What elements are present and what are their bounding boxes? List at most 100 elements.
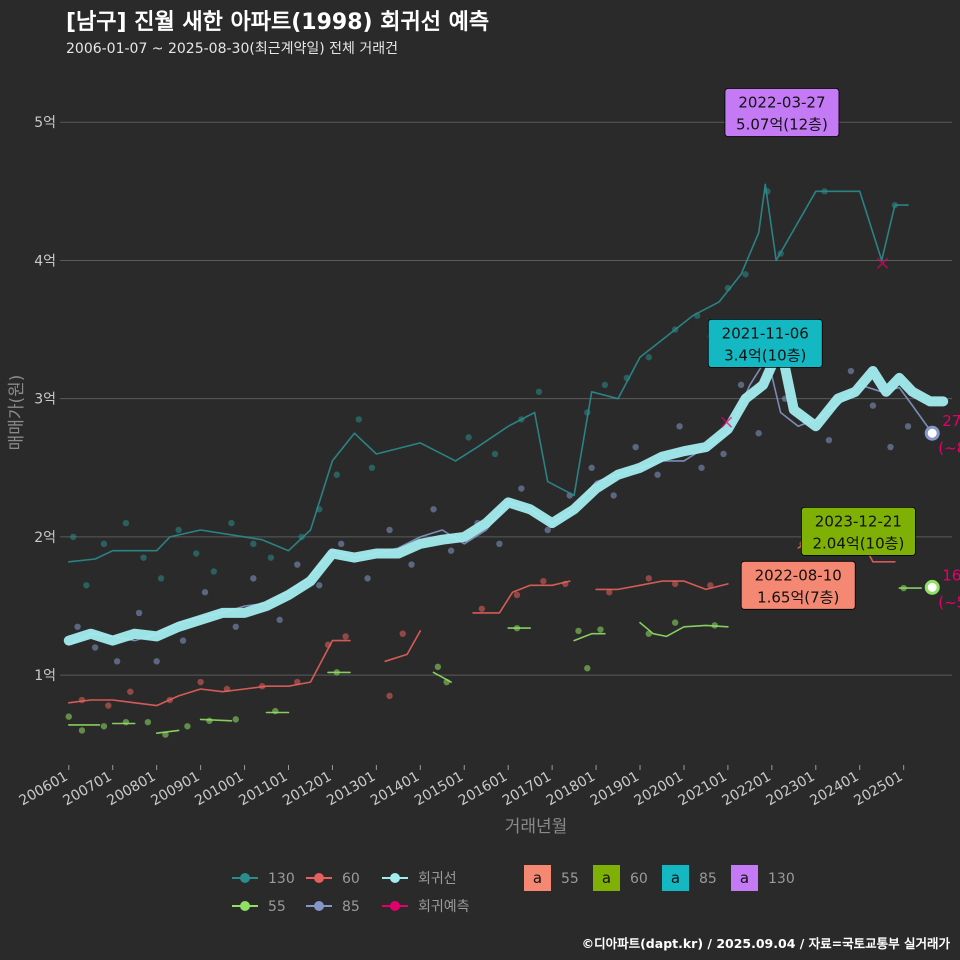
scatter-point-s60	[342, 633, 349, 640]
x-tick-label: 202201	[720, 769, 774, 810]
scatter-point-s130	[368, 464, 376, 471]
legend-dot-regression	[390, 873, 400, 883]
endpoint-area-label: (~55㎡)	[938, 593, 960, 611]
annotation-date: 2022-03-27	[738, 94, 825, 112]
y-tick-label: 3억	[34, 392, 56, 408]
legend-dot-s55	[240, 901, 250, 911]
scatter-point-s130	[140, 554, 147, 561]
x-tick-label: 201301	[324, 769, 378, 810]
scatter-point-s130	[742, 271, 749, 278]
scatter-point-s55	[272, 707, 279, 715]
x-tick-label: 201801	[544, 769, 598, 810]
x-tick-label: 202401	[807, 769, 861, 810]
scatter-point-s60	[399, 630, 406, 637]
y-tick-label: 5억	[34, 115, 56, 131]
annotation-box	[724, 88, 840, 137]
scatter-point-s85	[232, 623, 239, 630]
annotation-date: 2021-11-06	[722, 324, 809, 342]
endpoint-price-label: 27,500	[942, 412, 960, 430]
x-tick-label: 202101	[676, 769, 730, 810]
annotation-box	[707, 318, 823, 368]
scatter-point-s85	[74, 623, 81, 630]
scatter-point-s55	[575, 627, 582, 635]
scatter-point-s60	[197, 678, 204, 686]
scatter-point-s130	[83, 582, 90, 589]
annotation-value: 2.04억(10층)	[813, 534, 905, 552]
scatter-point-s85	[91, 644, 99, 651]
scatter-point-s85	[825, 436, 833, 444]
scatter-point-s85	[276, 616, 283, 624]
scatter-point-s55	[184, 723, 191, 730]
scatter-point-s130	[175, 526, 182, 534]
scatter-point-s60	[386, 692, 393, 700]
annotation-value: 5.07억(12층)	[736, 116, 828, 134]
x-tick-label: 202001	[632, 769, 686, 810]
scatter-point-s130	[228, 519, 235, 527]
scatter-point-s85	[153, 658, 160, 665]
scatter-point-s55	[206, 717, 213, 724]
scatter-point-s130	[69, 533, 77, 541]
x-tick-label: 201001	[192, 769, 246, 810]
annotation-layer: 2022-03-27 5.07억(12층) 2021-11-06 3.4억(10층) 2…	[707, 88, 916, 610]
x-tick-label: 202501	[851, 769, 905, 810]
scatter-point-s85	[654, 471, 661, 478]
scatter-point-s130	[122, 519, 130, 527]
legend-dot-s130	[240, 873, 250, 883]
legend-key-glyph: a	[671, 869, 680, 887]
scatter-point-s85	[294, 561, 301, 568]
legend-key-glyph: a	[740, 869, 749, 887]
scatter-point-s85	[408, 561, 415, 568]
x-tick-label: 201701	[500, 769, 554, 810]
legend-label: 회귀예측	[418, 899, 470, 915]
scatter-point-s55	[232, 716, 239, 723]
scatter-point-s130	[193, 550, 200, 557]
x-tick-label: 202301	[763, 769, 817, 810]
scatter-point-s130	[100, 540, 108, 548]
scatter-point-s60	[645, 575, 653, 582]
y-tick-label: 2억	[34, 530, 56, 546]
scatter-point-s60	[78, 696, 86, 704]
legend-label: 55	[268, 899, 286, 915]
scatter-point-s85	[610, 492, 617, 499]
scatter-point-s55	[78, 727, 86, 734]
x-tick-label: 200801	[104, 769, 158, 810]
chart-title: [남구] 진월 새한 아파트(1998) 회귀선 예측	[66, 10, 490, 35]
annotation-date: 2023-12-21	[815, 512, 902, 530]
scatter-point-s85	[250, 575, 257, 582]
y-tick-label: 4억	[34, 253, 56, 269]
forecast-mark	[877, 257, 889, 269]
x-tick-label: 201501	[412, 769, 466, 810]
scatter-point-s85	[179, 637, 187, 644]
x-tick-label: 201401	[368, 769, 422, 810]
scatter-point-s130	[465, 434, 472, 441]
scatter-point-s55	[144, 718, 152, 726]
y-axis-title: 매매가(원)	[7, 375, 27, 451]
endpoint-s85	[924, 425, 940, 441]
scatter-point-s85	[755, 430, 762, 437]
scatter-point-s85	[847, 367, 855, 375]
scatter-point-s85	[201, 589, 209, 596]
scatter-layer	[65, 188, 912, 738]
endpoint-price-label: 16,350	[942, 566, 960, 584]
scatter-point-s85	[588, 464, 595, 471]
x-tick-label: 201101	[236, 769, 290, 810]
scatter-point-s130	[250, 540, 257, 548]
series-line-regression	[63, 341, 949, 646]
legend-dot-forecast	[390, 901, 400, 911]
scatter-point-s85	[496, 540, 503, 548]
scatter-point-s85	[386, 526, 393, 534]
scatter-point-s85	[518, 485, 525, 492]
annotation-box	[740, 560, 856, 610]
scatter-point-s85	[720, 450, 727, 458]
x-tick-label: 201901	[588, 769, 642, 810]
endpoint-s55	[924, 579, 940, 595]
annotation-date: 2022-08-10	[755, 566, 842, 584]
scatter-point-s130	[491, 450, 499, 458]
scatter-point-s130	[645, 354, 653, 361]
scatter-point-s60	[105, 702, 112, 709]
chart-subtitle: 2006-01-07 ~ 2025-08-30(최근계약일) 전체 거래건	[66, 41, 398, 57]
series-line-s130	[68, 183, 909, 563]
scatter-point-s85	[544, 526, 551, 534]
scatter-point-s130	[601, 381, 609, 389]
